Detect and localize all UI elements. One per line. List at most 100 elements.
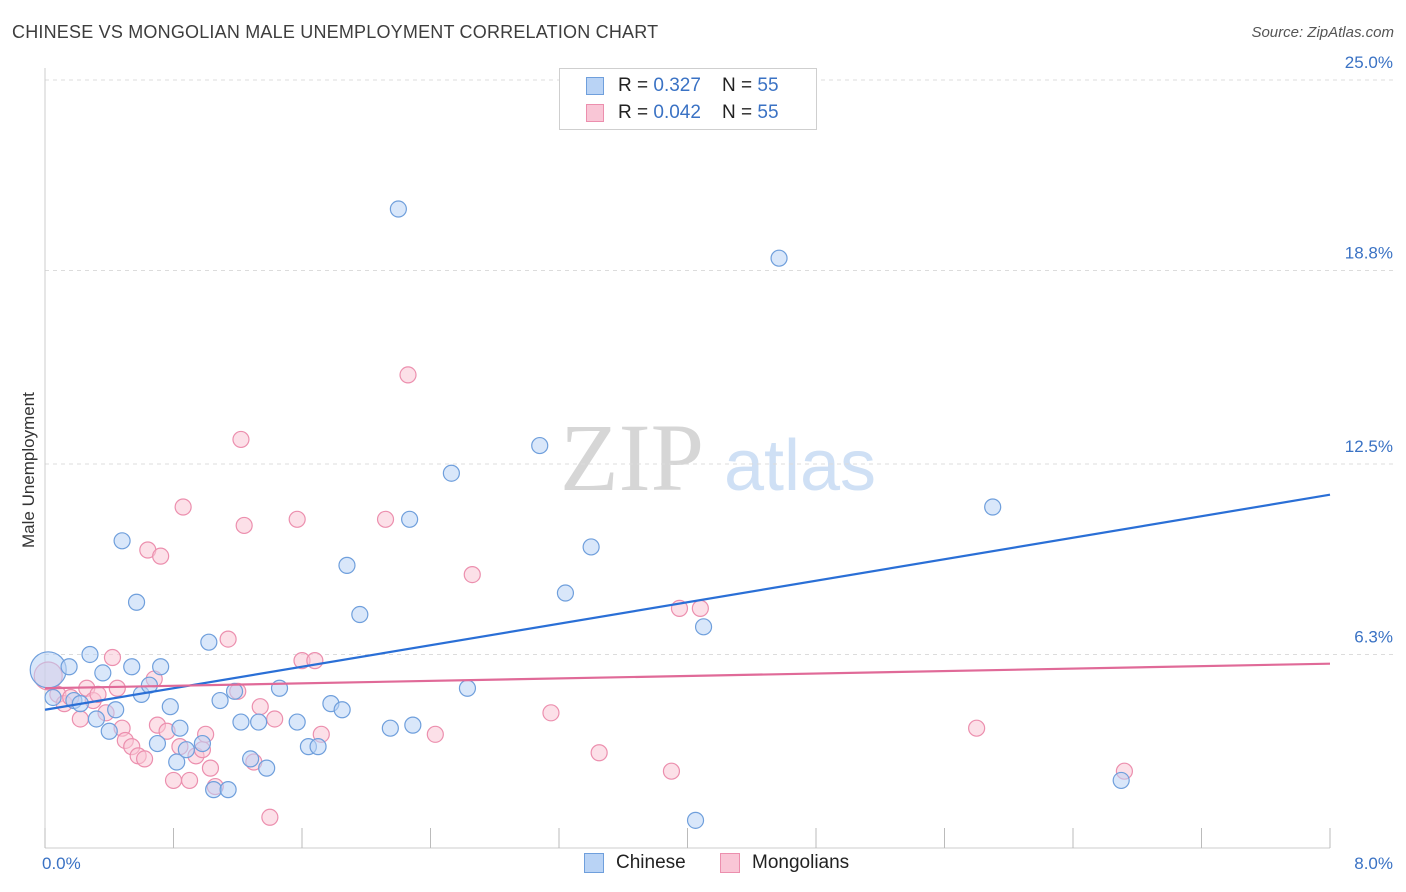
legend-n-label: N = — [722, 75, 758, 96]
legend-swatch-mongolians — [586, 104, 604, 122]
chinese-point — [113, 532, 131, 550]
chinese-point — [232, 713, 250, 731]
chinese-trend-line — [44, 493, 1331, 711]
chinese-point — [161, 698, 179, 716]
chinese-point — [694, 618, 713, 636]
mongolian-point — [426, 725, 444, 743]
chinese-point — [770, 249, 788, 267]
mongolian-point — [201, 759, 220, 777]
chinese-point — [351, 605, 369, 624]
chinese-point — [123, 658, 141, 676]
y-tick-label: 18.8% — [1345, 243, 1393, 262]
mongolian-point — [266, 710, 284, 728]
chinese-point — [582, 538, 600, 556]
chart-source: Source: ZipAtlas.com — [1251, 24, 1394, 41]
watermark-zip: ZIP — [560, 404, 704, 511]
chinese-point — [686, 811, 705, 829]
chinese-point — [152, 658, 170, 676]
mongolian-point — [71, 710, 89, 728]
legend-n-label: N = — [722, 102, 758, 123]
chinese-point — [44, 688, 62, 707]
chinese-point — [250, 713, 268, 731]
chinese-point — [200, 633, 218, 651]
chinese-point — [242, 750, 260, 768]
mongolian-point — [542, 704, 560, 722]
chinese-point — [984, 498, 1002, 516]
mongolian-point — [376, 510, 395, 528]
chinese-point — [193, 734, 212, 753]
y-tick-label: 6.3% — [1354, 627, 1393, 646]
correlation-legend: R = 0.327 N = 55 R = 0.042 N = 55 — [559, 68, 817, 130]
chinese-point — [1112, 771, 1130, 790]
chinese-point — [100, 722, 118, 740]
chinese-point — [168, 753, 186, 771]
chinese-point — [401, 510, 419, 528]
chinese-point — [171, 719, 189, 737]
mongolian-point — [135, 750, 154, 768]
chinese-point — [205, 781, 223, 799]
x-tick-label: 0.0% — [42, 854, 81, 873]
trend-lines — [44, 493, 1331, 711]
legend-r-value-mongolians: 0.042 — [653, 102, 701, 123]
legend-swatch-chinese — [586, 77, 604, 95]
chinese-point — [219, 781, 237, 799]
chinese-point — [60, 658, 78, 676]
chinese-points — [29, 200, 1130, 829]
legend-n-value-mongolians: 55 — [757, 102, 779, 123]
mongolian-point — [251, 698, 269, 716]
bottom-legend-swatch-chinese — [584, 853, 604, 873]
chinese-point — [148, 734, 167, 753]
mongolian-point — [152, 547, 170, 565]
mongolian-point — [261, 808, 279, 826]
mongolian-point — [235, 516, 253, 535]
mongolian-point — [968, 719, 986, 737]
axes — [44, 68, 1331, 849]
chinese-point — [211, 691, 229, 710]
chinese-point — [404, 716, 422, 734]
mongolian-point — [232, 430, 250, 449]
chinese-point — [87, 710, 106, 728]
mongolian-point — [662, 762, 681, 780]
mongolian-point — [164, 771, 183, 790]
chinese-point — [458, 679, 477, 697]
bottom-legend-label-chinese: Chinese — [616, 852, 686, 873]
mongolian-point — [103, 648, 122, 667]
chinese-point — [81, 645, 99, 664]
y-tick-labels: 6.3% 12.5% 18.8% 25.0% — [1345, 53, 1393, 646]
chinese-point — [29, 651, 67, 689]
mongolian-point — [399, 366, 417, 384]
gridlines — [45, 79, 1395, 655]
mongolian-point — [174, 498, 192, 516]
legend-r-label: R = — [618, 102, 654, 123]
mongolian-point — [219, 630, 237, 648]
chinese-point — [333, 701, 351, 719]
legend-n-value-chinese: 55 — [757, 75, 779, 96]
y-tick-label: 12.5% — [1345, 437, 1393, 456]
y-tick-label: 25.0% — [1345, 53, 1393, 72]
chinese-point — [556, 584, 575, 602]
mongolians-trend-line — [44, 662, 1331, 690]
mongolian-point — [108, 679, 126, 697]
y-axis-label: Male Unemployment — [19, 392, 38, 548]
chinese-point — [531, 436, 549, 455]
chinese-point — [288, 713, 306, 731]
mongolian-point — [590, 744, 608, 762]
chinese-point — [442, 464, 460, 482]
legend-r-label: R = — [618, 75, 654, 96]
chinese-point — [107, 701, 125, 719]
chinese-point — [258, 759, 276, 777]
chinese-point — [381, 719, 399, 737]
x-tick-labels: 0.0% 8.0% — [42, 854, 1393, 873]
chinese-point — [177, 741, 195, 759]
legend-r-value-chinese: 0.327 — [653, 75, 701, 96]
chinese-point — [225, 682, 244, 700]
bottom-legend-label-mongolians: Mongolians — [752, 852, 850, 873]
mongolian-point — [463, 565, 481, 584]
chinese-point — [94, 664, 112, 682]
chinese-point — [309, 738, 327, 756]
chinese-point — [338, 556, 356, 574]
bottom-legend-swatch-mongolians — [720, 853, 740, 873]
mongolian-point — [180, 771, 199, 790]
chinese-point — [127, 593, 146, 611]
